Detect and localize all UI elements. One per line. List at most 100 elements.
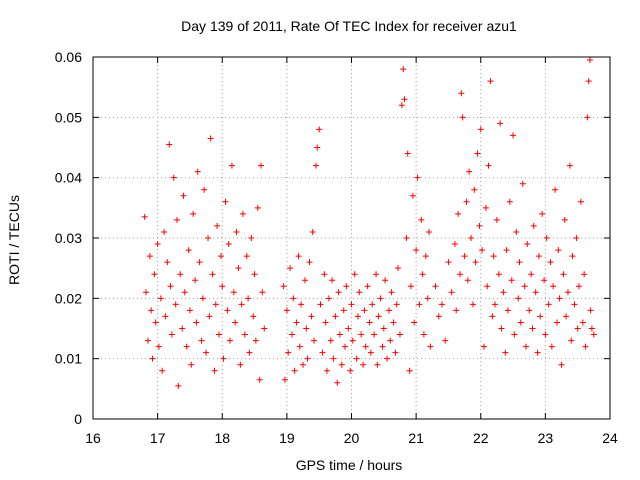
- data-point: [524, 241, 531, 248]
- data-point: [246, 349, 253, 356]
- data-point: [151, 271, 158, 278]
- data-point: [500, 289, 507, 296]
- data-point: [371, 331, 378, 338]
- data-point: [353, 355, 360, 362]
- data-point: [216, 331, 223, 338]
- data-point: [564, 289, 571, 296]
- data-point: [382, 277, 389, 284]
- data-point: [585, 78, 592, 85]
- data-point: [427, 343, 434, 350]
- data-point: [188, 361, 195, 368]
- data-point: [472, 259, 479, 266]
- data-point: [487, 78, 494, 85]
- data-point: [504, 307, 511, 314]
- data-point: [162, 313, 169, 320]
- data-point: [451, 241, 458, 248]
- data-point: [574, 325, 581, 332]
- data-point: [281, 376, 288, 383]
- data-point: [237, 361, 244, 368]
- data-point: [406, 367, 413, 374]
- data-point: [211, 367, 218, 374]
- data-point: [348, 301, 355, 308]
- data-point: [539, 210, 546, 217]
- data-point: [220, 355, 227, 362]
- data-point: [373, 271, 380, 278]
- data-point: [380, 325, 387, 332]
- data-point: [340, 307, 347, 314]
- data-point: [493, 216, 500, 223]
- data-point: [203, 349, 210, 356]
- data-point: [577, 198, 584, 205]
- data-point: [192, 277, 199, 284]
- data-point: [154, 241, 161, 248]
- data-point: [563, 313, 570, 320]
- data-point: [432, 283, 439, 290]
- data-point: [311, 337, 318, 344]
- data-point: [296, 343, 303, 350]
- data-point: [510, 132, 517, 139]
- data-point: [537, 313, 544, 320]
- data-point: [222, 198, 229, 205]
- data-point: [243, 253, 250, 260]
- data-point: [552, 186, 559, 193]
- data-point: [461, 253, 468, 260]
- data-point: [207, 135, 214, 142]
- data-point: [506, 198, 513, 205]
- data-point: [479, 247, 486, 254]
- data-point: [362, 343, 369, 350]
- data-point: [312, 162, 319, 169]
- data-point: [144, 337, 151, 344]
- data-point: [164, 259, 171, 266]
- data-point: [401, 96, 408, 103]
- data-point: [190, 210, 197, 217]
- data-point: [142, 289, 149, 296]
- data-point: [291, 367, 298, 374]
- data-point: [261, 325, 268, 332]
- data-point: [300, 361, 307, 368]
- data-point: [587, 307, 594, 314]
- x-axis-label: GPS time / hours: [296, 457, 403, 473]
- x-tick-label: 16: [85, 430, 101, 446]
- data-point: [343, 283, 350, 290]
- data-point: [498, 325, 505, 332]
- data-point: [193, 319, 200, 326]
- data-point: [409, 192, 416, 199]
- y-tick-label: 0.04: [55, 170, 82, 186]
- data-point: [466, 168, 473, 175]
- data-point: [332, 313, 339, 320]
- data-point: [241, 331, 248, 338]
- data-point: [396, 331, 403, 338]
- data-point: [474, 150, 481, 157]
- data-point: [295, 253, 302, 260]
- data-point: [227, 337, 234, 344]
- data-point: [209, 271, 216, 278]
- data-point: [250, 313, 257, 320]
- data-point: [516, 259, 523, 266]
- data-point: [392, 349, 399, 356]
- data-point: [547, 259, 554, 266]
- data-point: [287, 265, 294, 272]
- data-point: [491, 301, 498, 308]
- x-tick-label: 17: [150, 430, 166, 446]
- data-point: [157, 295, 164, 302]
- data-point: [468, 235, 475, 241]
- data-point: [424, 295, 431, 302]
- data-point: [419, 271, 426, 278]
- data-point: [351, 271, 358, 278]
- data-point: [413, 247, 420, 254]
- y-axis-label: ROTI / TECUs: [6, 195, 22, 285]
- data-point: [418, 216, 425, 223]
- data-point: [254, 204, 261, 211]
- data-point: [550, 283, 557, 290]
- data-point: [309, 228, 316, 235]
- data-point: [298, 301, 305, 308]
- data-point: [568, 337, 575, 344]
- data-point: [179, 325, 186, 332]
- data-point: [185, 247, 192, 254]
- data-point: [528, 271, 535, 278]
- data-point: [515, 295, 522, 302]
- data-point: [388, 289, 395, 296]
- data-point: [573, 235, 580, 241]
- data-point: [146, 253, 153, 260]
- data-point: [148, 307, 155, 314]
